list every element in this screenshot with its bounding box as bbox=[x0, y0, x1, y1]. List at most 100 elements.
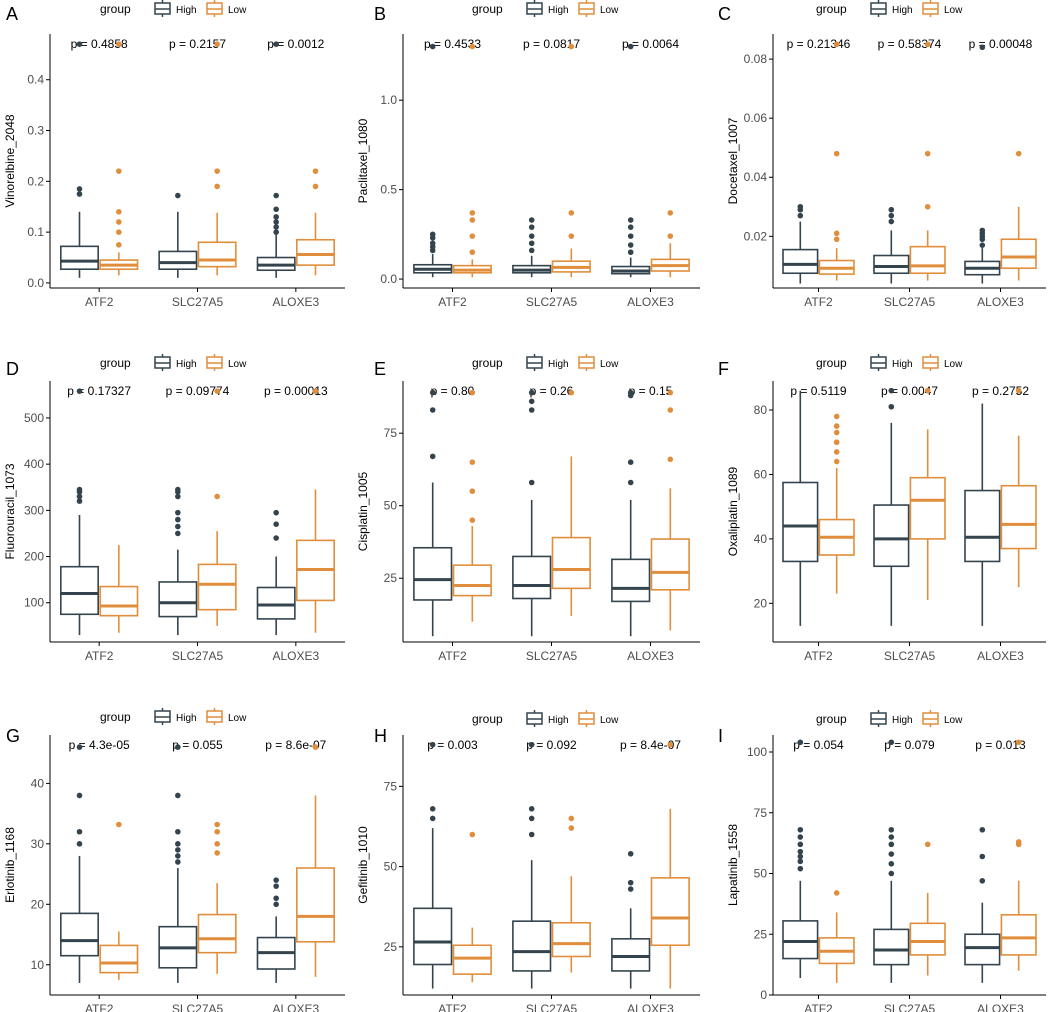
x-tick-label: ATF2 bbox=[85, 649, 114, 663]
outlier-point bbox=[273, 877, 279, 883]
y-tick-label: 300 bbox=[24, 503, 44, 517]
outlier-point bbox=[979, 44, 986, 51]
y-tick-label: 40 bbox=[31, 776, 45, 790]
box-body bbox=[256, 586, 296, 620]
legend-label: Low bbox=[944, 715, 963, 726]
box-body bbox=[512, 555, 552, 600]
legend-key-low: Low bbox=[922, 0, 963, 17]
outlier-point bbox=[175, 493, 181, 500]
box-high-slc27a5 bbox=[873, 739, 910, 983]
p-value-label: p = 0.26 bbox=[530, 384, 574, 398]
p-value-label: p = 0.0064 bbox=[622, 37, 679, 51]
box-low-slc27a5 bbox=[909, 387, 946, 601]
y-tick-label: 20 bbox=[754, 596, 768, 610]
outlier-point bbox=[627, 389, 634, 396]
box-high-atf2 bbox=[413, 43, 453, 278]
outlier-point bbox=[429, 815, 436, 822]
box-high-atf2 bbox=[60, 744, 99, 983]
legend-key-low: Low bbox=[206, 354, 247, 371]
outlier-point bbox=[175, 509, 181, 516]
outlier-point bbox=[273, 192, 279, 199]
p-value-label: p = 8.4e-07 bbox=[620, 738, 681, 752]
y-tick-label: 75 bbox=[384, 426, 398, 440]
box-high-slc27a5 bbox=[158, 192, 198, 278]
outlier-point bbox=[273, 901, 279, 908]
outlier-point bbox=[175, 792, 181, 799]
outlier-point bbox=[429, 407, 436, 413]
outlier-point bbox=[214, 850, 220, 856]
legend-title: group bbox=[816, 2, 847, 16]
box-high-aloxe3 bbox=[611, 850, 651, 989]
outlier-point bbox=[116, 41, 122, 47]
y-axis-title: Fluorouracil_1073 bbox=[3, 463, 17, 559]
box-high-atf2 bbox=[782, 203, 819, 284]
y-axis-title: Paclitaxel_1080 bbox=[356, 118, 370, 203]
x-tick-label: SLC27A5 bbox=[172, 649, 224, 663]
y-tick-label: 25 bbox=[384, 940, 398, 954]
y-tick-label: 0.3 bbox=[27, 124, 44, 138]
outlier-point bbox=[627, 879, 634, 886]
outlier-point bbox=[116, 219, 122, 225]
outlier-point bbox=[888, 841, 895, 848]
box-low-aloxe3 bbox=[1000, 739, 1037, 971]
x-tick-label: ALOXE3 bbox=[627, 649, 674, 663]
y-tick-label: 0.4 bbox=[27, 73, 44, 87]
legend-key-high: High bbox=[526, 710, 569, 727]
box-high-atf2 bbox=[413, 741, 453, 989]
box-high-atf2 bbox=[60, 41, 99, 278]
p-value-label: p = 0.003 bbox=[427, 738, 478, 752]
outlier-point bbox=[469, 517, 476, 523]
p-value-label: p = 0.2752 bbox=[972, 384, 1029, 398]
p-value-label: p = 0.092 bbox=[526, 738, 577, 752]
outlier-point bbox=[175, 828, 181, 835]
outlier-point bbox=[175, 847, 181, 853]
p-value-label: p = 0.09774 bbox=[166, 384, 230, 398]
box-high-slc27a5 bbox=[158, 486, 198, 636]
outlier-point bbox=[76, 191, 83, 197]
outlier-point bbox=[528, 224, 535, 230]
box-body bbox=[873, 254, 910, 275]
legend-title: group bbox=[816, 356, 847, 370]
legend: group High Low bbox=[816, 354, 963, 371]
p-value-label: p = 0.00048 bbox=[969, 37, 1033, 51]
x-tick-label: SLC27A5 bbox=[172, 1002, 224, 1012]
outlier-point bbox=[627, 233, 634, 239]
box-body bbox=[296, 238, 335, 266]
box-high-aloxe3 bbox=[964, 403, 1001, 626]
outlier-point bbox=[429, 231, 436, 238]
y-tick-label: 50 bbox=[754, 867, 768, 881]
y-tick-label: 0.2 bbox=[27, 174, 44, 188]
x-tick-label: ALOXE3 bbox=[272, 649, 319, 663]
box-low-aloxe3 bbox=[650, 210, 690, 278]
box-body bbox=[413, 546, 453, 601]
outlier-point bbox=[528, 217, 535, 223]
outlier-point bbox=[469, 233, 476, 239]
legend-key-high: High bbox=[870, 710, 913, 727]
legend-key-high: High bbox=[870, 0, 913, 17]
outlier-point bbox=[833, 423, 840, 429]
box-low-aloxe3 bbox=[296, 168, 335, 276]
legend-key-high: High bbox=[154, 708, 197, 725]
outlier-point bbox=[1015, 387, 1022, 394]
outlier-point bbox=[568, 815, 575, 822]
x-tick-label: SLC27A5 bbox=[884, 1002, 936, 1012]
outlier-point bbox=[627, 217, 634, 223]
box-body bbox=[99, 585, 139, 617]
box-low-atf2 bbox=[99, 544, 139, 633]
outlier-point bbox=[312, 183, 319, 190]
legend-key-high: High bbox=[526, 0, 569, 17]
y-tick-label: 30 bbox=[31, 837, 45, 851]
outlier-point bbox=[469, 43, 476, 50]
outlier-point bbox=[175, 744, 181, 750]
box-low-slc27a5 bbox=[551, 389, 591, 616]
box-body bbox=[782, 920, 819, 960]
y-tick-label: 1.0 bbox=[380, 93, 397, 107]
x-tick-label: ALOXE3 bbox=[977, 649, 1024, 663]
y-axis-title: Docetaxel_1007 bbox=[726, 117, 740, 204]
outlier-point bbox=[273, 214, 279, 220]
x-tick-label: ATF2 bbox=[804, 295, 833, 309]
outlier-point bbox=[429, 240, 436, 247]
